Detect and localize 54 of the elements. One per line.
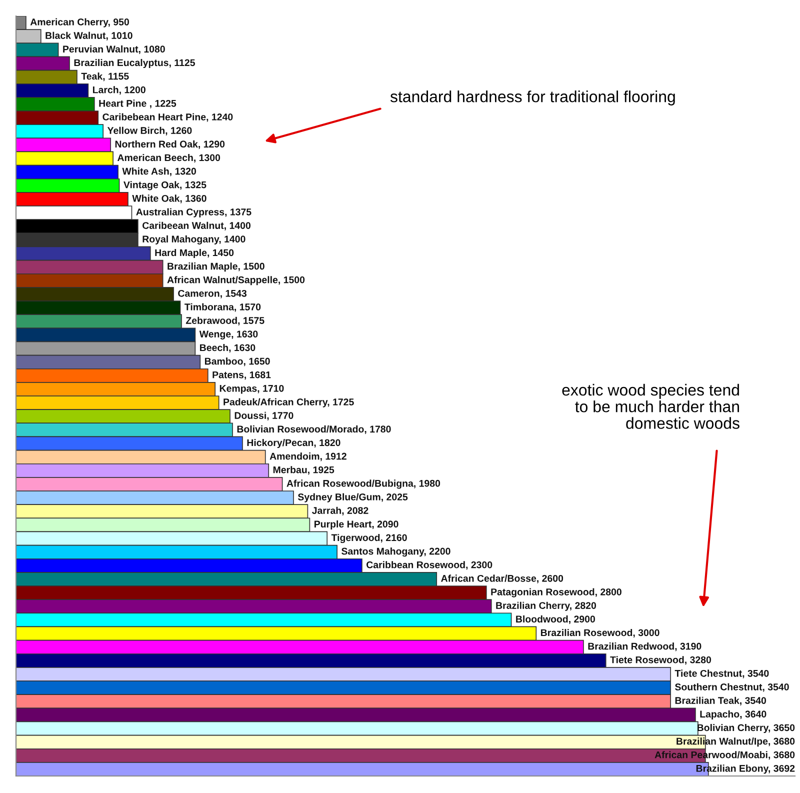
data-label: African Walnut/Sappelle, 1500 (167, 276, 305, 286)
data-label: African Rosewood/Bubigna, 1980 (286, 480, 440, 489)
data-label: Zebrawood, 1575 (186, 316, 264, 326)
data-label: Purple Heart, 2090 (314, 520, 398, 530)
data-label: Lapacho, 3640 (700, 710, 766, 720)
data-label: Brazilian Rosewood, 3000 (540, 628, 660, 638)
data-label: Wenge, 1630 (199, 330, 258, 340)
data-label: Bamboo, 1650 (204, 358, 270, 366)
data-label: Vintage Oak, 1325 (124, 181, 206, 190)
data-label: Sydney Blue/Gum, 2025 (298, 493, 408, 502)
data-label: Bloodwood, 2900 (516, 615, 595, 624)
data-label: Northern Red Oak, 1290 (115, 140, 225, 149)
data-label: Patens, 1681 (212, 371, 271, 380)
data-label: Merbau, 1925 (273, 466, 334, 475)
data-label: Australian Cypress, 1375 (136, 208, 252, 218)
data-label: White Oak, 1360 (132, 194, 206, 204)
data-label: Patagonian Rosewood, 2800 (491, 588, 622, 598)
data-label: Kempas, 1710 (220, 384, 284, 394)
data-label: Timborana, 1570 (184, 303, 261, 312)
data-label: Amendoim, 1912 (270, 452, 346, 462)
data-label: Caribebean Heart Pine, 1240 (102, 113, 233, 122)
data-label: Doussi, 1770 (234, 412, 294, 420)
data-label: Peruvian Walnut, 1080 (63, 45, 165, 54)
data-label: Heart Pine , 1225 (99, 100, 176, 108)
data-label: Brazilian Teak, 3540 (675, 696, 766, 706)
data-label: American Beech, 1300 (117, 154, 220, 163)
data-label: Royal Mahogany, 1400 (142, 235, 246, 244)
data-label: African Cedar/Bosse, 2600 (441, 574, 564, 584)
data-label: American Cherry, 950 (30, 18, 129, 28)
data-label: Teak, 1155 (81, 72, 129, 82)
data-label: Cameron, 1543 (178, 290, 247, 298)
data-label: Hickory/Pecan, 1820 (247, 438, 340, 448)
data-label: Tigerwood, 2160 (331, 534, 407, 544)
annotation: standard hardness for traditional flooring (390, 90, 675, 106)
data-label: White Ash, 1320 (122, 168, 196, 176)
data-label: Larch, 1200 (92, 86, 146, 95)
data-label: Caribeean Walnut, 1400 (142, 222, 250, 230)
data-label: Tiete Rosewood, 3280 (610, 656, 712, 665)
data-label: Beech, 1630 (200, 344, 256, 353)
data-label: Brazilian Maple, 1500 (168, 262, 264, 272)
data-label: Southern Chestnut, 3540 (675, 683, 789, 692)
annotation: exotic wood species tend to be much harder than domestic woods (562, 384, 740, 429)
data-label: Yellow Birch, 1260 (107, 126, 192, 136)
data-label: Black Walnut, 1010 (46, 32, 132, 40)
data-label: Santos Mahogany, 2200 (342, 548, 450, 557)
data-label: Brazilian Cherry, 2820 (496, 602, 596, 611)
data-label: Brazilian Redwood, 3190 (588, 642, 702, 652)
data-label: Caribbean Rosewood, 2300 (366, 561, 492, 570)
data-label: Padeuk/African Cherry, 1725 (224, 398, 354, 408)
data-label: Bolivian Rosewood/Morado, 1780 (237, 425, 391, 434)
data-label: Brazilian Eucalyptus, 1125 (74, 58, 195, 68)
data-label: Tiete Chestnut, 3540 (674, 670, 769, 678)
data-label: Jarrah, 2082 (312, 506, 368, 516)
data-label: Hard Maple, 1450 (155, 248, 234, 258)
